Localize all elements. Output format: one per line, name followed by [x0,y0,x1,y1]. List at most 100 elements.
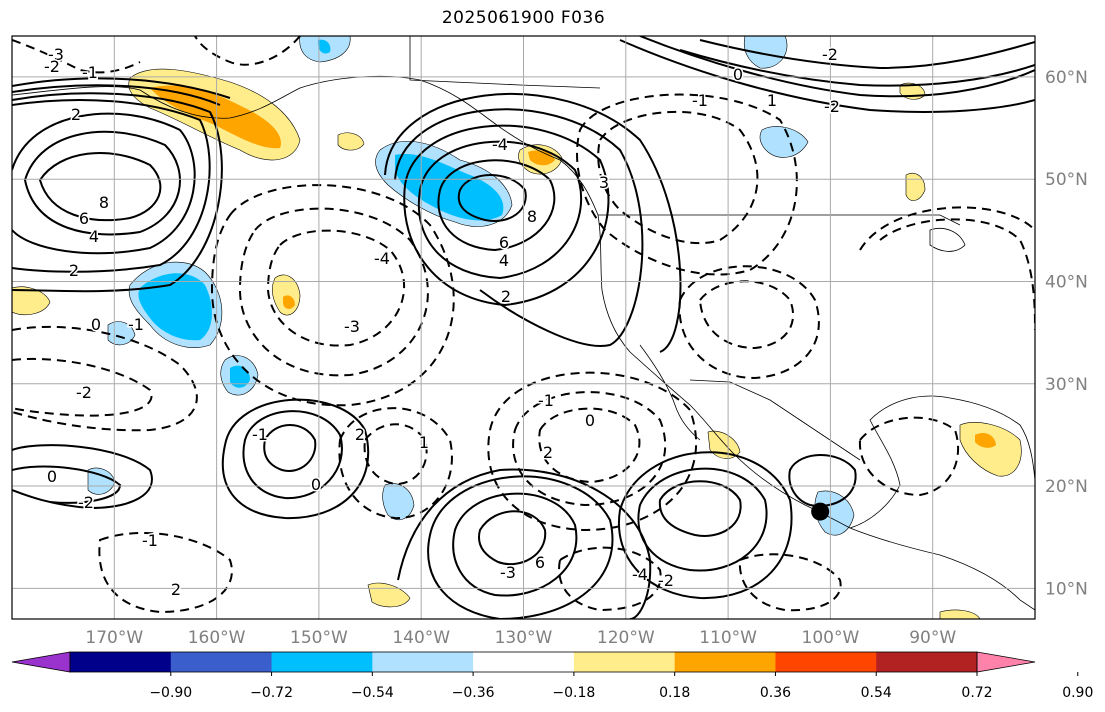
west-coast [597,214,851,529]
negative-anomaly-area [743,36,788,69]
colorbar-segment [573,652,676,672]
contour-label: -4 [632,565,648,584]
contour-line [12,325,198,432]
contour-line [363,423,428,486]
central-america-coast [849,527,1035,611]
contour-line [639,36,1035,98]
longitude-label: 160°W [188,628,246,648]
contour-label: 6 [499,233,509,252]
colorbar-tick-label: −0.54 [351,685,394,701]
dashed-contour-layer [12,36,1035,614]
colorbar-segment [372,652,474,672]
contour-line [403,124,610,307]
contour-label: 1 [767,91,777,110]
baja-coast [639,344,701,441]
contour-line [417,140,583,280]
longitude-label: 110°W [699,628,757,648]
contour-line [658,480,742,537]
positive-anomaly-core [283,295,295,309]
contour-label: -3 [500,563,516,582]
contour-label: -4 [374,249,390,268]
contour-label: 0 [91,315,101,334]
contour-line [263,424,317,472]
contour-line [558,546,662,612]
contour-line [858,416,960,497]
contour-line [12,465,122,504]
us-mexico-border [689,379,861,461]
latitude-label: 60°N [1045,68,1088,88]
positive-anomaly-core [528,150,555,166]
contour-line [859,206,1035,251]
longitude-label: 130°W [495,628,553,648]
colorbar-tick-label: 0.18 [659,685,690,701]
contour-label: -2 [658,571,674,590]
contour-line [699,39,1035,70]
colorbar-tick-label: 0.72 [961,685,992,701]
positive-anomaly-core [975,433,996,448]
contour-label: 2 [501,287,511,306]
positive-anomaly-area [367,582,411,608]
great-lakes [929,228,966,252]
contour-label: -3 [48,45,64,64]
contour-label: -1 [82,63,98,82]
contour-line [12,99,211,273]
negative-anomaly-core [317,39,331,54]
positive-anomaly-core [150,85,281,149]
latitude-label: 20°N [1045,477,1088,497]
contour-line [12,39,141,74]
contour-line [394,108,644,347]
contour-label: -1 [128,315,144,334]
contour-label: 4 [499,251,509,270]
contour-label: -2 [824,97,840,116]
colorbar-tick-label: 0.36 [760,685,791,701]
colorbar-segment [876,652,978,672]
contour-label: -2 [44,57,60,76]
contour-line [12,92,223,293]
colorbar-segment [271,652,373,672]
contour-label: 0 [585,411,595,430]
contour-line [194,36,301,66]
latitude-label: 10°N [1045,579,1088,599]
contour-label: -1 [252,425,268,444]
longitude-label: 90°W [909,628,956,648]
gridlines [12,36,1035,619]
contour-line [12,77,231,99]
colorbar-tick-label: −0.72 [250,685,293,701]
contour-label: 2 [171,580,181,599]
contour-line [338,407,453,520]
contour-label: 4 [89,227,99,246]
contour-line [788,454,857,507]
map-frame [11,35,1036,620]
contour-label: 2 [71,105,81,124]
colorbar-segment [674,652,776,672]
contour-line [12,112,196,255]
contour-line [12,444,153,510]
location-marker [811,502,830,521]
contour-label: 2 [355,425,365,444]
positive-anomaly-area [939,609,981,619]
contour-label: -2 [76,383,92,402]
contour-label: 0 [733,65,743,84]
colorbar-extend-low [11,651,71,673]
longitude-label: 170°W [85,628,143,648]
coastline-layer [12,36,1035,611]
colorbar-tick-label: −0.90 [149,685,192,701]
contour-line [221,398,370,520]
contour-line [637,467,768,572]
colorbar-tick-label: −0.36 [452,685,495,701]
contour-line [538,407,641,484]
alaska-coastline [12,75,599,216]
colorbar-segment [70,652,172,672]
contour-label: 2 [69,261,79,280]
latitude-label: 50°N [1045,170,1088,190]
positive-anomaly-area [12,286,51,315]
contour-line [427,475,614,619]
positive-anomaly-area [905,172,926,201]
contour-label: -1 [692,91,708,110]
contour-label: 6 [535,553,545,572]
contour-line [38,152,162,222]
contour-label: -1 [538,391,554,410]
colorbar-segment [170,652,273,672]
